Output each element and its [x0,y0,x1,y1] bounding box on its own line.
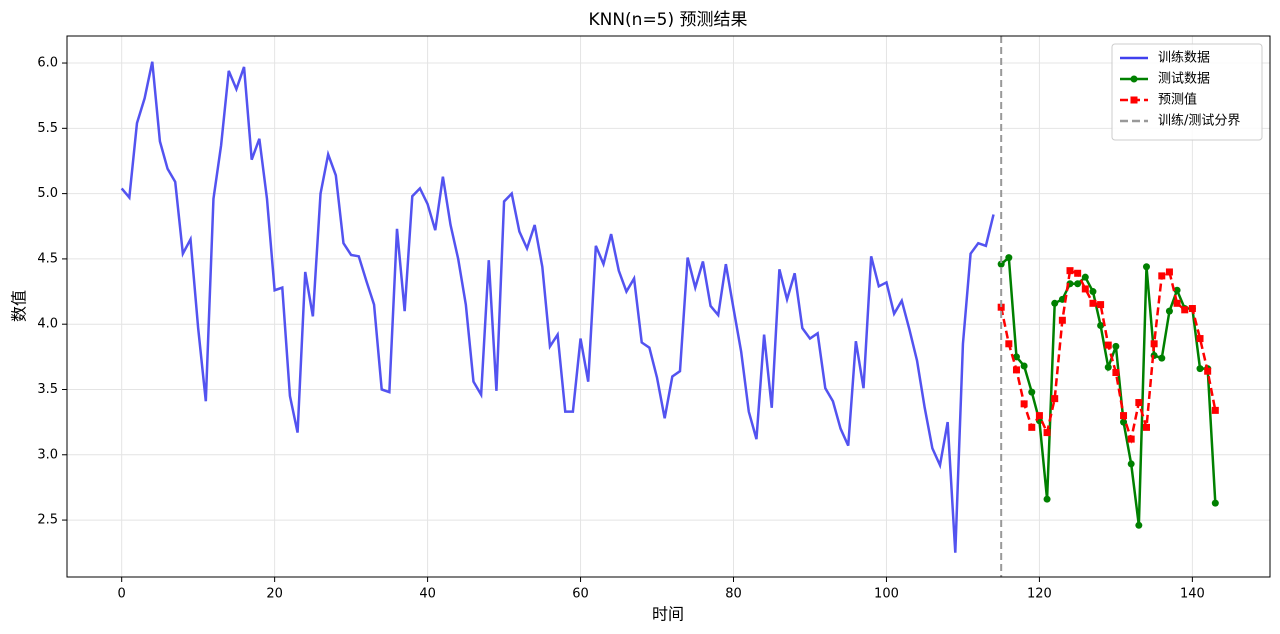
point [1097,301,1105,309]
y-tick-label: 4.0 [37,317,58,332]
point [1035,412,1043,420]
point [997,303,1005,311]
point [1173,286,1181,294]
point [1089,288,1097,296]
y-axis-label: 数值 [10,290,29,322]
point [1158,272,1166,280]
point [1005,340,1013,348]
legend-label: 测试数据 [1158,72,1210,87]
point [1043,495,1051,503]
plot-frame [66,35,1271,578]
point [1020,362,1028,370]
chart-title: KNN(n=5) 预测结果 [588,10,747,30]
point [1211,406,1219,414]
point [1089,299,1097,307]
legend-label: 预测值 [1158,92,1197,108]
point [1142,423,1150,431]
point [1104,363,1112,371]
x-tick-label: 0 [118,587,126,602]
point [1043,429,1051,437]
point [1051,299,1059,307]
point [1188,305,1196,313]
point [1181,306,1189,314]
point [1120,412,1128,420]
point [1081,285,1089,293]
x-tick-label: 40 [419,587,436,602]
point [1112,369,1120,377]
x-tick-label: 100 [874,587,899,602]
point [1028,388,1036,396]
series-line [120,61,995,553]
point [1051,395,1059,403]
legend-label: 训练/测试分界 [1158,114,1240,129]
point [1005,254,1013,262]
point [1058,316,1066,324]
legend-marker [1130,96,1138,104]
point [1066,267,1074,275]
point [1211,499,1219,507]
point [1020,400,1028,408]
point [1120,418,1128,426]
point [1196,365,1204,373]
point [1097,321,1105,329]
point [1012,366,1020,374]
x-tick-label: 80 [725,587,742,602]
y-tick-label: 4.5 [37,251,58,266]
point [1165,268,1173,276]
y-tick-label: 5.0 [37,186,58,201]
point [1142,263,1150,271]
legend-marker [1130,75,1138,83]
point [1081,273,1089,281]
x-axis-label: 时间 [652,605,684,624]
y-tick-label: 3.5 [37,382,58,397]
legend-box [1111,43,1263,141]
y-tick-label: 5.5 [37,121,58,136]
point [1127,435,1135,443]
y-tick-label: 2.5 [37,513,58,528]
point [1165,307,1173,315]
point [1173,299,1181,307]
point [1127,460,1135,468]
point [1012,353,1020,361]
point [1150,340,1158,348]
legend-label: 训练数据 [1158,51,1210,66]
point [1135,521,1143,529]
point [997,260,1005,268]
point [1196,335,1204,343]
point [1074,280,1082,288]
y-tick-label: 3.0 [37,447,58,462]
point [1204,367,1212,375]
point [1074,269,1082,277]
x-tick-label: 60 [572,587,589,602]
x-tick-label: 20 [266,587,283,602]
x-tick-label: 120 [1027,587,1052,602]
point [1112,342,1120,350]
point [1028,423,1036,431]
point [1104,341,1112,349]
x-tick-label: 140 [1180,587,1205,602]
y-tick-label: 6.0 [37,56,58,71]
point [1158,354,1166,362]
point [1135,399,1143,407]
